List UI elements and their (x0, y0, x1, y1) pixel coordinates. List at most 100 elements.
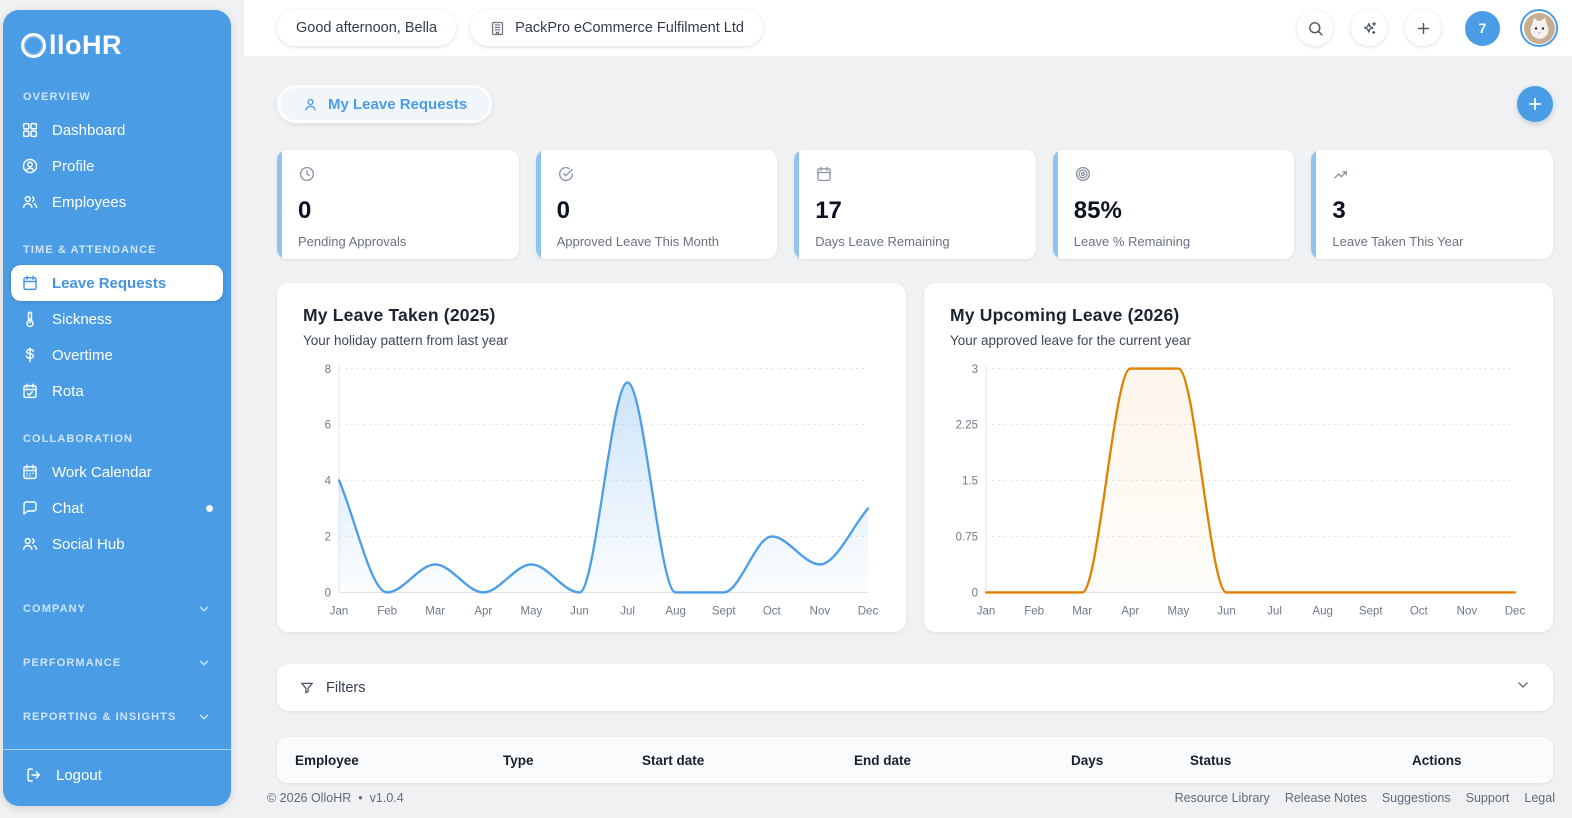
sidebar-section-company[interactable]: COMPANY (23, 602, 211, 616)
svg-text:0: 0 (972, 585, 979, 599)
svg-text:2: 2 (325, 529, 331, 543)
chat-unread-dot (206, 504, 213, 512)
sidebar-item-overtime[interactable]: Overtime (11, 337, 223, 373)
card-accent-bar (794, 150, 800, 259)
svg-text:Feb: Feb (1024, 603, 1044, 617)
sidebar-item-label: Employees (52, 193, 127, 211)
sidebar-item-label: Work Calendar (52, 463, 152, 481)
upcoming-leave-chart-card: My Upcoming Leave (2026) Your approved l… (924, 283, 1553, 632)
calendar-icon (23, 275, 37, 291)
sidebar-item-social-hub[interactable]: Social Hub (11, 526, 223, 562)
sidebar-item-dashboard[interactable]: Dashboard (11, 112, 223, 148)
chart-title: My Leave Taken (2025) (303, 305, 496, 325)
svg-text:Oct: Oct (1410, 603, 1429, 617)
filters-expand-button[interactable] (1515, 677, 1531, 698)
sidebar-item-label: Chat (52, 499, 84, 517)
sparkles-icon (1363, 21, 1376, 34)
profile-icon (22, 158, 38, 174)
column-header-days: Days (1071, 752, 1104, 768)
svg-text:Apr: Apr (1121, 603, 1139, 617)
footer-link-legal[interactable]: Legal (1524, 791, 1555, 805)
svg-text:8: 8 (325, 361, 332, 375)
svg-text:Mar: Mar (1072, 603, 1092, 617)
logout-icon (27, 768, 40, 782)
leave-requests-table-header: Employee Type Start date End date Days S… (277, 737, 1553, 783)
search-button[interactable] (1297, 10, 1333, 46)
svg-text:Mar: Mar (425, 603, 445, 617)
add-button[interactable] (1405, 10, 1441, 46)
employees-icon (22, 195, 38, 208)
stat-card-pending-approvals: 0 Pending Approvals (277, 150, 519, 259)
stat-card-leave-percent: 85% Leave % Remaining (1052, 150, 1295, 259)
footer-link-resource-library[interactable]: Resource Library (1174, 791, 1270, 805)
svg-text:0.75: 0.75 (956, 529, 979, 543)
chevron-down-icon (199, 606, 209, 612)
dollar-icon (25, 347, 35, 363)
sidebar-item-label: Leave Requests (52, 274, 167, 292)
footer-link-release-notes[interactable]: Release Notes (1284, 791, 1367, 805)
building-icon (491, 21, 504, 35)
sidebar-item-chat[interactable]: Chat (11, 490, 223, 526)
target-icon (1075, 166, 1090, 182)
footer-link-support[interactable]: Support (1465, 791, 1510, 805)
notification-count: 7 (1478, 20, 1487, 36)
footer-link-suggestions[interactable]: Suggestions (1381, 791, 1451, 805)
people-icon (22, 537, 38, 550)
calendar-icon (817, 166, 831, 182)
svg-text:Feb: Feb (377, 603, 397, 617)
sidebar-section-reporting-insights[interactable]: REPORTING & INSIGHTS (23, 710, 211, 724)
sidebar-section-performance[interactable]: PERFORMANCE (23, 656, 211, 670)
stat-value: 85% (1073, 197, 1122, 224)
sidebar-item-sickness[interactable]: Sickness (11, 301, 223, 337)
collapsed-section-label: REPORTING & INSIGHTS (23, 711, 177, 723)
sidebar-item-label: Sickness (52, 310, 113, 328)
logout-label: Logout (56, 766, 102, 784)
svg-text:4: 4 (325, 473, 332, 487)
plus-icon (1417, 22, 1429, 34)
new-leave-request-button[interactable] (1517, 86, 1553, 122)
column-header-employee: Employee (295, 752, 359, 768)
sidebar-item-label: Social Hub (52, 535, 125, 553)
charts-row: My Leave Taken (2025) Your holiday patte… (277, 283, 1553, 632)
logo-o-ring-icon (21, 33, 46, 58)
sidebar-item-rota[interactable]: Rota (11, 373, 223, 409)
svg-text:3: 3 (972, 361, 979, 375)
thermometer-icon (26, 311, 34, 328)
svg-text:Sept: Sept (1359, 603, 1383, 617)
svg-text:Nov: Nov (810, 603, 831, 617)
svg-text:Oct: Oct (763, 603, 782, 617)
filters-bar[interactable]: Filters (277, 664, 1553, 711)
avatar[interactable] (1520, 9, 1558, 47)
chart-title: My Upcoming Leave (2026) (950, 305, 1180, 325)
clock-icon (299, 166, 315, 182)
my-leave-requests-tab[interactable]: My Leave Requests (277, 85, 493, 123)
plus-icon (1528, 97, 1542, 111)
section-label-overview: OVERVIEW (23, 91, 91, 103)
svg-text:Jul: Jul (1267, 603, 1282, 617)
greeting-chip: Good afternoon, Bella (277, 10, 457, 46)
tab-label: My Leave Requests (328, 95, 468, 113)
ai-assistant-button[interactable] (1351, 10, 1387, 46)
stat-label: Leave % Remaining (1073, 234, 1191, 249)
svg-text:May: May (521, 603, 543, 617)
collapsed-section-label: PERFORMANCE (23, 657, 122, 669)
notification-badge[interactable]: 7 (1465, 10, 1500, 46)
company-selector-chip[interactable]: PackPro eCommerce Fulfilment Ltd (470, 10, 763, 46)
sidebar-item-profile[interactable]: Profile (11, 148, 223, 184)
stat-value: 0 (556, 197, 570, 224)
sidebar-item-leave-requests[interactable]: Leave Requests (11, 265, 223, 301)
stat-label: Days Leave Remaining (815, 234, 950, 249)
section-label-time-attendance: TIME & ATTENDANCE (23, 244, 157, 256)
card-accent-bar (277, 150, 282, 259)
svg-text:Dec: Dec (858, 603, 879, 617)
topbar: Good afternoon, Bella PackPro eCommerce … (244, 0, 1572, 56)
chart-subtitle: Your holiday pattern from last year (303, 333, 509, 348)
svg-text:Aug: Aug (1312, 603, 1332, 617)
sidebar-item-label: Rota (52, 382, 84, 400)
stat-card-approved-leave: 0 Approved Leave This Month (535, 150, 778, 259)
greeting-text: Good afternoon, Bella (296, 20, 438, 36)
sidebar-item-work-calendar[interactable]: Work Calendar (11, 454, 223, 490)
logout-button[interactable]: Logout (15, 750, 219, 806)
sidebar-item-employees[interactable]: Employees (11, 184, 223, 220)
svg-text:Nov: Nov (1457, 603, 1478, 617)
